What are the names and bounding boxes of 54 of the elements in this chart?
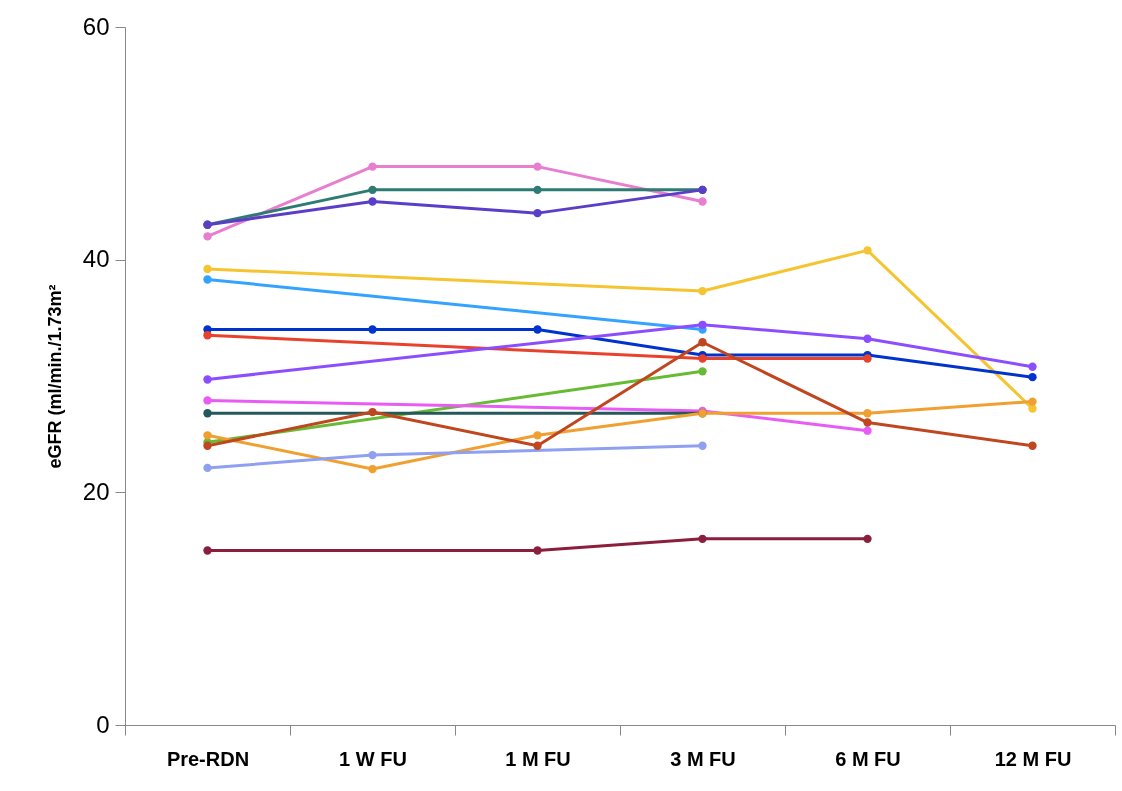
point xyxy=(698,441,707,450)
point xyxy=(698,320,707,329)
point xyxy=(863,354,872,363)
point xyxy=(368,407,377,417)
point xyxy=(203,331,212,340)
point xyxy=(203,409,212,418)
point xyxy=(368,162,377,171)
y-tick-label: 20 xyxy=(82,477,110,505)
x-tick-label: Pre-RDN xyxy=(166,747,250,770)
x-tick-label: 12 M FU xyxy=(994,747,1072,770)
point xyxy=(863,418,872,427)
point xyxy=(203,232,212,241)
point xyxy=(203,546,212,555)
y-tick-label: 40 xyxy=(82,245,110,273)
point xyxy=(1028,441,1037,450)
point xyxy=(698,338,707,347)
point xyxy=(368,185,377,195)
point xyxy=(533,162,542,171)
point xyxy=(863,409,872,418)
point xyxy=(203,396,212,405)
point xyxy=(863,534,872,544)
x-tick-label: 1 W FU xyxy=(339,747,407,770)
point xyxy=(203,375,212,384)
point xyxy=(203,463,212,473)
point xyxy=(203,275,212,284)
point xyxy=(533,208,542,218)
point xyxy=(203,431,212,440)
point xyxy=(368,450,377,460)
y-tick-label: 60 xyxy=(82,12,110,40)
x-tick-label: 6 M FU xyxy=(835,747,901,770)
y-tick-label: 0 xyxy=(96,710,110,738)
point xyxy=(698,534,707,544)
point xyxy=(533,325,542,334)
point xyxy=(368,464,377,474)
point xyxy=(203,264,212,274)
point xyxy=(533,546,542,555)
point xyxy=(368,325,377,334)
point xyxy=(1028,362,1037,371)
point xyxy=(863,426,872,435)
y-axis-title: eGFR (ml/min./1.73m² xyxy=(44,284,65,469)
point xyxy=(533,431,542,440)
point xyxy=(863,246,872,255)
point xyxy=(698,197,707,206)
point xyxy=(1028,397,1037,406)
point xyxy=(863,334,872,343)
x-tick-label: 3 M FU xyxy=(670,747,736,770)
point xyxy=(533,441,542,450)
x-tick-label: 1 M FU xyxy=(505,747,571,770)
point xyxy=(533,185,542,195)
point xyxy=(368,197,377,206)
point xyxy=(1028,372,1037,382)
point xyxy=(698,286,707,296)
point xyxy=(698,367,707,376)
point xyxy=(698,354,707,363)
